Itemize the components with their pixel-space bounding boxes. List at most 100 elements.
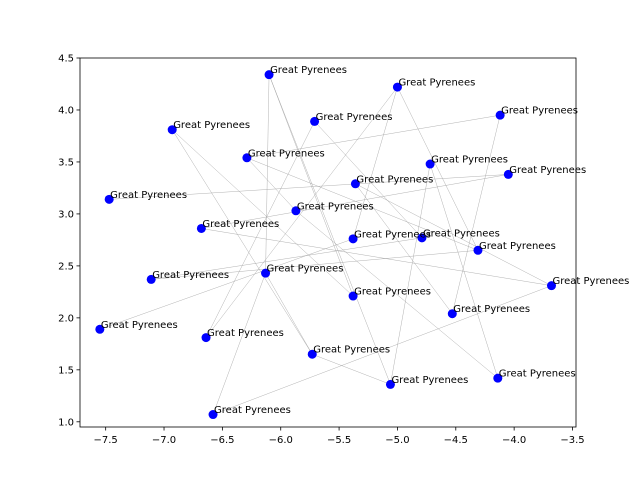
- edge-8: [172, 129, 354, 297]
- point-label-16: Great Pyrenees: [152, 270, 229, 281]
- point-label-14: Great Pyrenees: [479, 241, 556, 252]
- data-point-13: [417, 233, 427, 243]
- data-point-10: [291, 206, 301, 216]
- x-tick-label: −5.0: [385, 435, 409, 446]
- edge-16: [355, 183, 552, 286]
- point-label-23: Great Pyrenees: [499, 369, 576, 380]
- edge-1: [268, 74, 354, 297]
- data-point-20: [95, 324, 105, 334]
- data-point-18: [348, 291, 358, 301]
- data-point-2: [495, 110, 505, 120]
- point-label-22: Great Pyrenees: [313, 345, 390, 356]
- y-tick-label: 4.0: [58, 105, 74, 116]
- edge-7: [314, 121, 423, 238]
- edge-3: [397, 86, 479, 251]
- edge-20: [99, 238, 354, 330]
- edge-25: [205, 86, 398, 338]
- point-label-9: Great Pyrenees: [110, 190, 187, 201]
- y-tick-label: 2.0: [58, 313, 74, 324]
- point-label-6: Great Pyrenees: [431, 155, 508, 166]
- x-tick-label: −4.0: [502, 435, 526, 446]
- edge-6: [205, 121, 315, 338]
- data-point-21: [201, 333, 211, 343]
- y-tick-label: 3.5: [58, 157, 74, 168]
- edge-9: [171, 129, 313, 355]
- y-tick-label: 2.5: [58, 261, 74, 272]
- axes-frame: [79, 57, 577, 428]
- y-tick-label: 1.0: [58, 417, 74, 428]
- points-layer: [95, 70, 556, 420]
- data-point-14: [473, 245, 483, 255]
- data-point-25: [208, 410, 218, 420]
- edge-17: [355, 183, 453, 314]
- edge-12: [429, 163, 499, 379]
- x-tick-label: −6.0: [269, 435, 293, 446]
- point-label-5: Great Pyrenees: [248, 148, 325, 159]
- edge-23: [265, 273, 313, 355]
- data-point-3: [310, 116, 320, 126]
- data-point-15: [261, 268, 271, 278]
- x-tick-label: −5.5: [327, 435, 351, 446]
- edge-19: [201, 228, 552, 286]
- data-point-0: [264, 70, 274, 80]
- edges-layer: [99, 74, 552, 415]
- y-tick-label: 1.5: [58, 365, 74, 376]
- x-tick-label: −7.5: [94, 435, 118, 446]
- x-tick-label: −4.5: [444, 435, 468, 446]
- edge-0: [265, 74, 270, 274]
- y-axis: 1.0 1.5 2.0 2.5 3.0 3.5 4.0 4.5: [58, 54, 80, 428]
- x-tick-label: −6.5: [210, 435, 234, 446]
- point-label-11: Great Pyrenees: [202, 219, 279, 230]
- x-tick-label: −3.5: [560, 435, 584, 446]
- edge-24: [151, 250, 478, 280]
- data-point-9: [104, 194, 114, 204]
- point-label-25: Great Pyrenees: [214, 405, 291, 416]
- data-point-22: [307, 349, 317, 359]
- data-point-5: [242, 153, 252, 163]
- point-label-7: Great Pyrenees: [509, 165, 586, 176]
- edge-15: [201, 174, 509, 229]
- edge-13: [390, 163, 431, 385]
- edge-27: [268, 74, 391, 385]
- data-point-17: [546, 281, 556, 291]
- point-label-10: Great Pyrenees: [297, 201, 374, 212]
- edge-22: [212, 273, 266, 415]
- point-label-24: Great Pyrenees: [391, 375, 468, 386]
- data-point-19: [447, 309, 457, 319]
- edge-26: [312, 354, 391, 385]
- edge-14: [109, 174, 509, 200]
- data-point-6: [425, 159, 435, 169]
- data-point-4: [167, 125, 177, 135]
- edge-11: [246, 157, 479, 251]
- data-point-23: [493, 373, 503, 383]
- point-label-4: Great Pyrenees: [173, 120, 250, 131]
- point-label-18: Great Pyrenees: [354, 287, 431, 298]
- point-label-20: Great Pyrenees: [101, 320, 178, 331]
- data-point-1: [392, 82, 402, 92]
- point-label-15: Great Pyrenees: [267, 264, 344, 275]
- data-point-24: [385, 379, 395, 389]
- edge-18: [295, 210, 498, 379]
- data-point-16: [146, 274, 156, 284]
- data-point-7: [503, 169, 513, 179]
- point-label-8: Great Pyrenees: [356, 174, 433, 185]
- x-tick-label: −7.0: [152, 435, 176, 446]
- edge-10: [246, 157, 297, 211]
- data-point-8: [350, 179, 360, 189]
- edge-4: [246, 114, 501, 159]
- point-label-0: Great Pyrenees: [270, 65, 347, 76]
- point-label-1: Great Pyrenees: [398, 78, 475, 89]
- point-label-2: Great Pyrenees: [501, 106, 578, 117]
- edge-28: [212, 285, 552, 415]
- edge-2: [352, 87, 398, 239]
- point-label-17: Great Pyrenees: [552, 276, 629, 287]
- point-label-12: Great Pyrenees: [354, 229, 431, 240]
- point-label-3: Great Pyrenees: [316, 112, 393, 123]
- edge-5: [452, 115, 501, 314]
- y-tick-label: 3.0: [58, 209, 74, 220]
- x-axis: −7.5 −7.0 −6.5 −6.0 −5.5 −5.0 −4.5 −4.0 −3.5: [94, 427, 585, 446]
- y-tick-label: 4.5: [58, 54, 74, 65]
- point-label-13: Great Pyrenees: [423, 228, 500, 239]
